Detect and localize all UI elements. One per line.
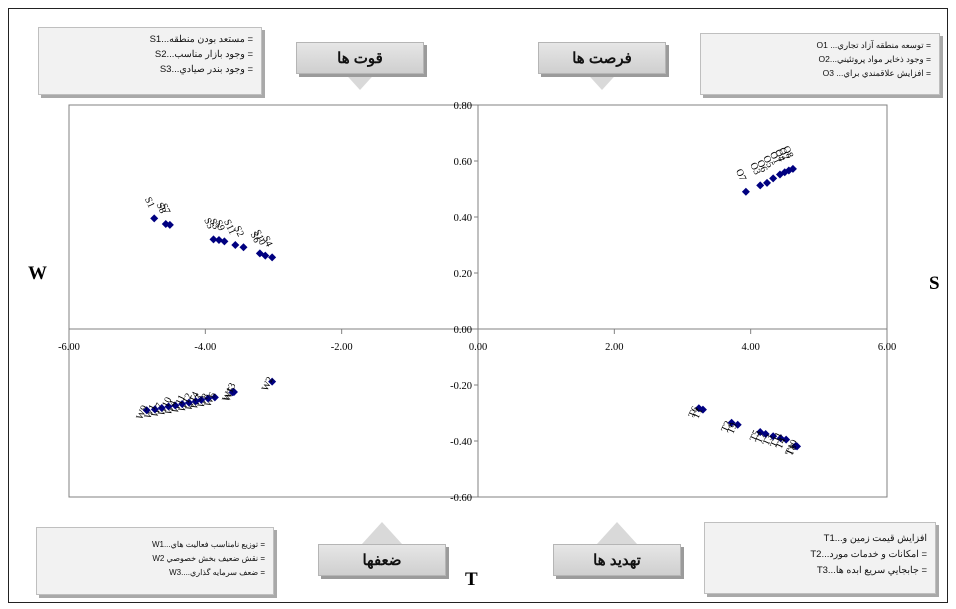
weaknesses-legend-line: = توزيع نامناسب فعاليت هاي...W1 xyxy=(151,540,265,549)
opportunities-legend-line: = وجود ذخاير مواد پروتئيني...O2 xyxy=(818,54,931,64)
threats-legend-line: = جابجايي سريع ابده ها...T3 xyxy=(816,565,927,576)
threats-legend-line: = امكانات و خدمات مورد...T2 xyxy=(810,549,927,560)
strengths-legend-line: = مستعد بودن منطقه...S1 xyxy=(149,34,253,45)
weaknesses-ribbon: ضعفها xyxy=(318,522,448,576)
opportunities-ribbon-label: فرصت ها xyxy=(538,42,666,74)
up-arrow-icon xyxy=(362,522,402,544)
strengths-ribbon: قوت ها xyxy=(296,42,426,90)
strengths-legend-line: = وجود بازار مناسب...S2 xyxy=(154,49,253,60)
threats-legend: افزايش قيمت زمين و...T1 = امكانات و خدما… xyxy=(704,522,936,594)
strengths-legend: = مستعد بودن منطقه...S1 = وجود بازار منا… xyxy=(38,27,262,95)
strengths-legend-line: = وجود بندر صيادي...S3 xyxy=(159,64,253,75)
axis-letter-s: S xyxy=(929,273,940,294)
strengths-ribbon-label: قوت ها xyxy=(296,42,424,74)
weaknesses-ribbon-label: ضعفها xyxy=(318,544,446,576)
up-arrow-icon xyxy=(597,522,637,544)
opportunities-legend-line: = افزايش علاقمندي براي... O3 xyxy=(822,68,931,78)
weaknesses-legend-line: = ضعف سرمايه گذاري....W3 xyxy=(169,568,265,577)
figure-frame xyxy=(8,8,948,603)
opportunities-legend: = توسعه منطقه آزاد تجاري... O1 = وجود ذخ… xyxy=(700,33,940,95)
opportunities-legend-line: = توسعه منطقه آزاد تجاري... O1 xyxy=(816,40,932,50)
axis-letter-t: T xyxy=(465,569,478,590)
opportunities-ribbon: فرصت ها xyxy=(538,42,668,90)
threats-ribbon-label: تهديد ها xyxy=(553,544,681,576)
axis-letter-w: W xyxy=(28,263,47,284)
threats-legend-line: افزايش قيمت زمين و...T1 xyxy=(823,533,927,544)
threats-ribbon: تهديد ها xyxy=(553,522,683,576)
weaknesses-legend-line: = نقش ضعيف بخش خصوصي W2 xyxy=(152,554,265,563)
weaknesses-legend: = توزيع نامناسب فعاليت هاي...W1 = نقش ضع… xyxy=(36,527,274,595)
